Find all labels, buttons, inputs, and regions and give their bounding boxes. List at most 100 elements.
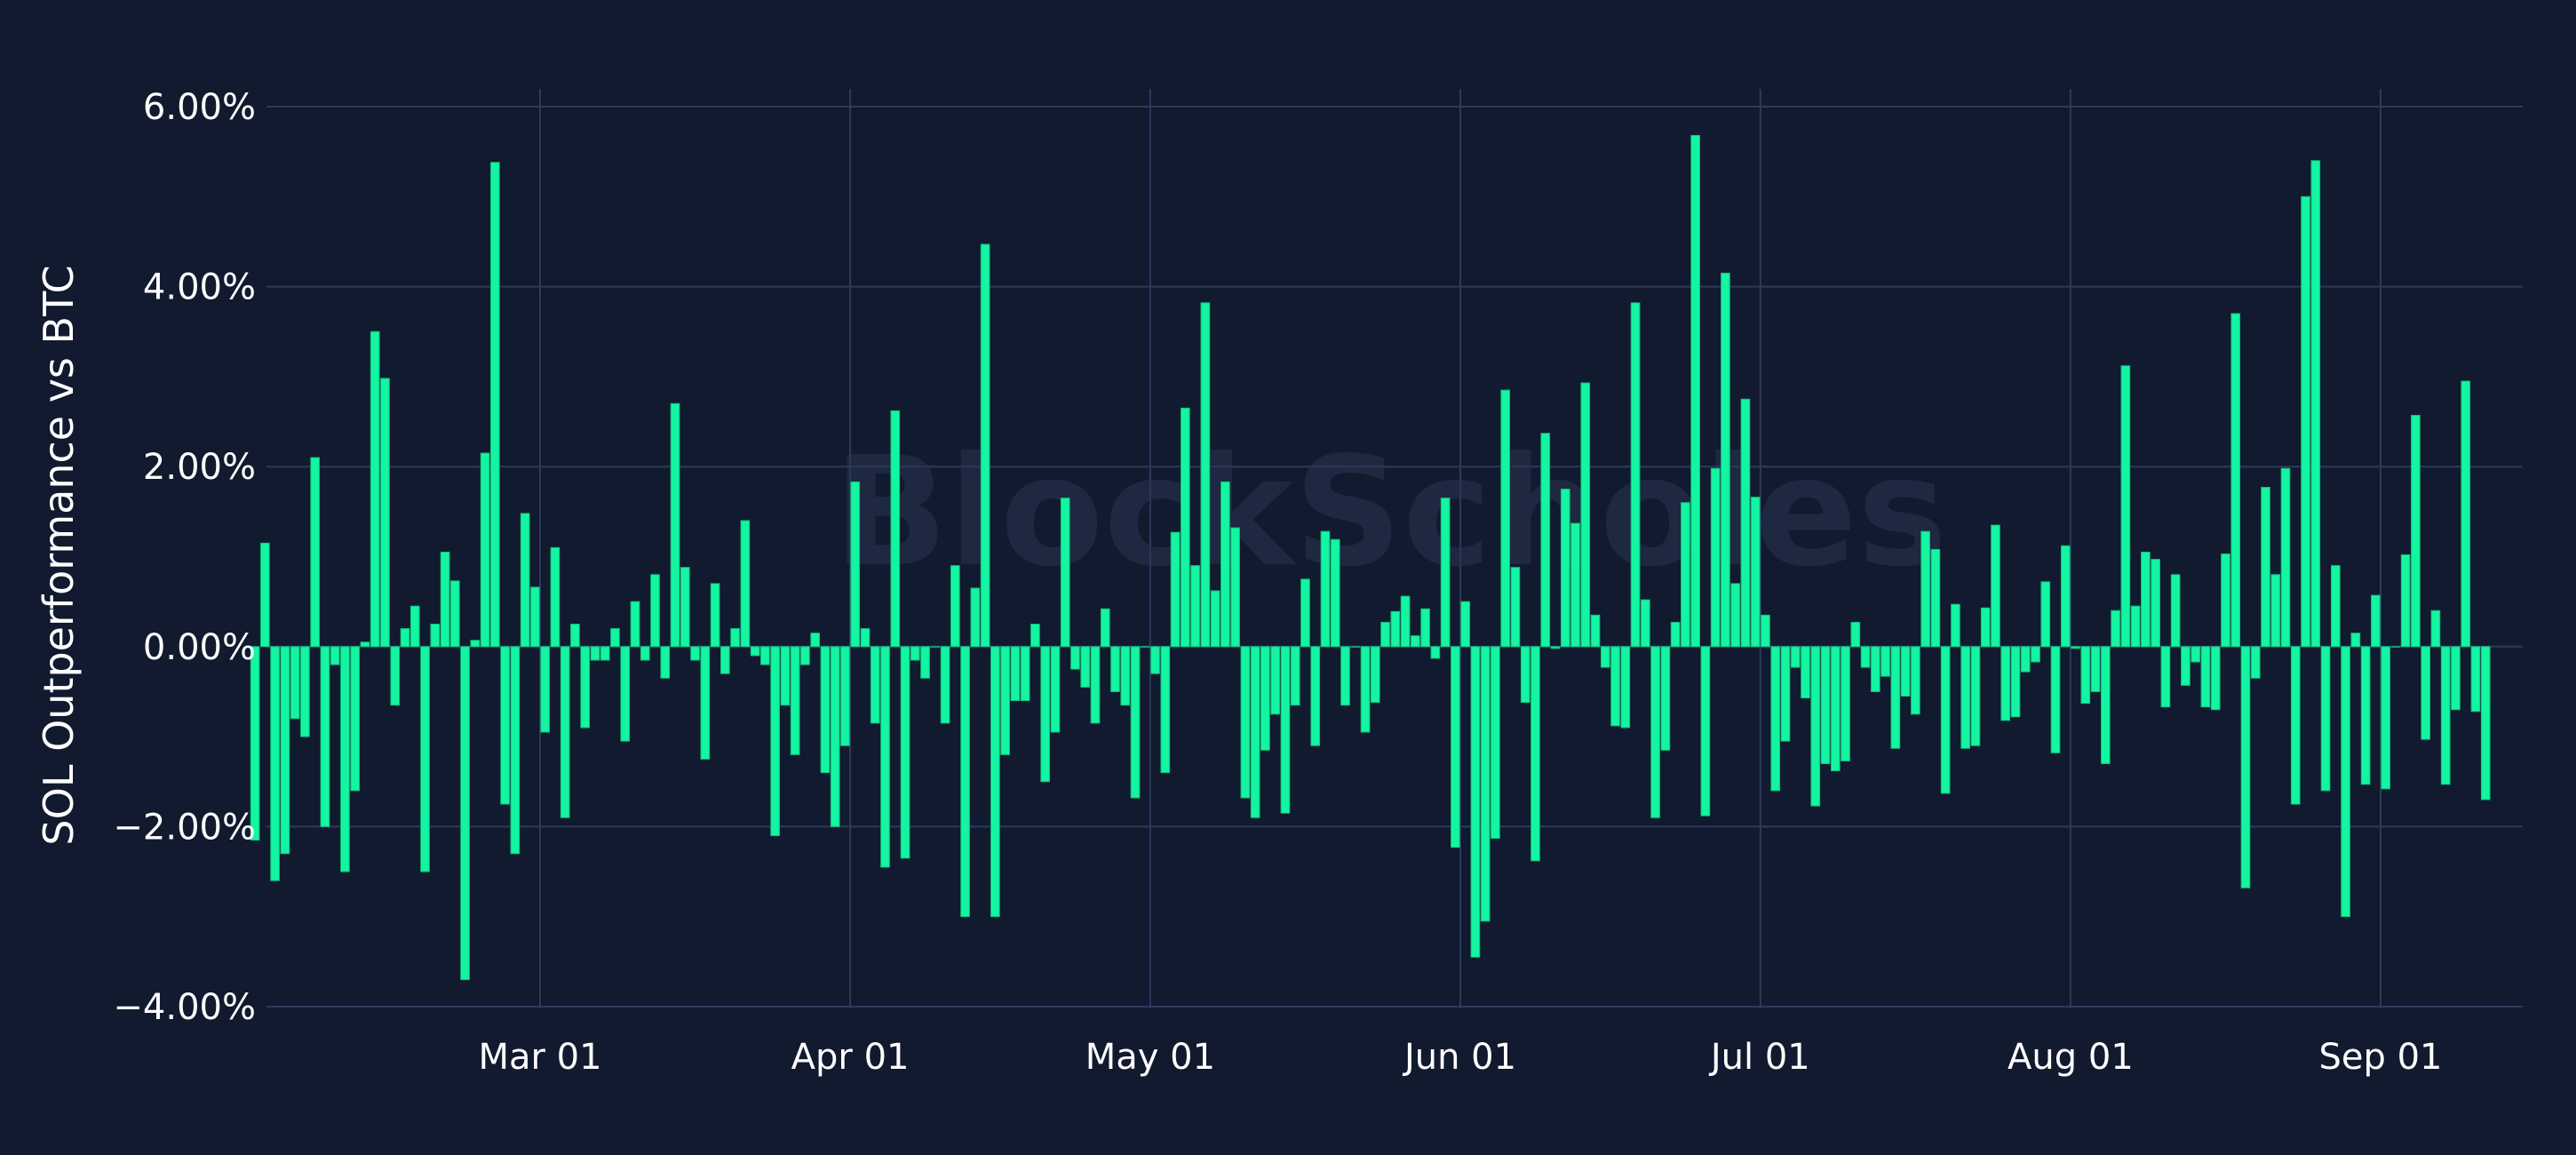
bar: [1430, 646, 1441, 659]
bar: [2250, 646, 2261, 679]
bar: [590, 646, 600, 661]
bar: [1180, 407, 1190, 648]
bar: [1010, 646, 1021, 702]
bar: [740, 520, 751, 648]
bar: [370, 331, 380, 648]
bar: [1770, 646, 1781, 792]
x-tick-label: Aug 01: [2008, 1037, 2134, 1078]
bar: [2461, 380, 2471, 648]
bar: [1110, 646, 1120, 692]
bar: [1400, 595, 1411, 648]
bar: [460, 646, 470, 981]
bar: [1350, 646, 1361, 648]
bar: [1590, 614, 1601, 648]
x-tick-label: Jun 01: [1402, 1037, 1516, 1078]
bar: [2060, 545, 2071, 648]
bar: [2111, 609, 2120, 648]
bar: [2371, 594, 2381, 648]
bar: [250, 646, 260, 841]
bar: [2200, 646, 2211, 708]
bar: [1340, 646, 1350, 706]
bar: [1200, 302, 1211, 648]
bar: [2000, 646, 2011, 721]
bar: [1930, 548, 1941, 648]
bar: [1690, 134, 1700, 648]
bar: [790, 646, 800, 755]
bar: [1100, 608, 1110, 648]
bar: [520, 513, 530, 648]
watermark-text: BlockScholes: [833, 425, 1947, 601]
bar: [1960, 646, 1971, 749]
bar: [1170, 531, 1181, 648]
bar: [259, 542, 270, 648]
bar: [420, 646, 430, 872]
bar: [1740, 398, 1751, 648]
bar: [1920, 530, 1930, 648]
bar: [1451, 646, 1460, 848]
bar: [530, 586, 540, 648]
bar: [600, 646, 610, 661]
x-tick-label: Jul 01: [1708, 1037, 1810, 1078]
bar: [1710, 467, 1721, 648]
bar: [1730, 583, 1741, 648]
bar-series: [250, 134, 2491, 981]
bar: [1780, 646, 1791, 742]
bar: [1420, 608, 1430, 648]
bar: [290, 646, 300, 720]
bar: [1150, 646, 1160, 674]
y-tick-label: −4.00%: [113, 987, 256, 1028]
bar: [2181, 646, 2190, 686]
x-tick-label: May 01: [1085, 1037, 1215, 1078]
bar: [1620, 646, 1631, 729]
bar: [2151, 559, 2160, 648]
bar: [2230, 313, 2241, 648]
bar: [310, 457, 320, 648]
bar: [860, 628, 871, 648]
bar: [1460, 601, 1470, 648]
bar: [1870, 646, 1880, 692]
bar: [1440, 498, 1451, 648]
bar: [810, 633, 821, 648]
y-tick-label: 2.00%: [143, 447, 256, 488]
bar: [2031, 646, 2040, 663]
bar: [1080, 646, 1091, 688]
bar: [870, 646, 880, 724]
bar: [750, 646, 760, 657]
bar: [1370, 646, 1380, 704]
bar: [390, 646, 401, 706]
bar: [1140, 646, 1150, 648]
bar: [330, 646, 340, 665]
bar: [1560, 489, 1570, 648]
bar: [820, 646, 831, 774]
bar: [2090, 646, 2101, 692]
bar: [1160, 646, 1171, 774]
bar: [620, 646, 631, 742]
bar: [970, 587, 981, 648]
bar: [900, 646, 910, 859]
bar: [1841, 646, 1850, 761]
bar: [1360, 646, 1371, 733]
bar: [1911, 646, 1920, 715]
bar: [1120, 646, 1131, 706]
bar: [2080, 646, 2091, 705]
bar: [1330, 538, 1340, 648]
bar: [920, 646, 930, 679]
bar: [1550, 646, 1561, 649]
bar: [1230, 527, 1240, 648]
bar: [1060, 498, 1070, 648]
bar: [2040, 581, 2051, 648]
bar: [650, 574, 660, 648]
bar: [1681, 502, 1690, 648]
bar: [2301, 195, 2310, 648]
bar: [1300, 578, 1310, 648]
bar: [360, 641, 370, 648]
bar: [2390, 646, 2401, 648]
bar: [2381, 646, 2390, 790]
bar: [2130, 605, 2141, 648]
bar: [1480, 646, 1491, 922]
bar: [1610, 646, 1620, 727]
bar: [1040, 646, 1051, 783]
bar: [1390, 610, 1401, 648]
bar: [470, 640, 481, 648]
bar: [1880, 646, 1890, 677]
